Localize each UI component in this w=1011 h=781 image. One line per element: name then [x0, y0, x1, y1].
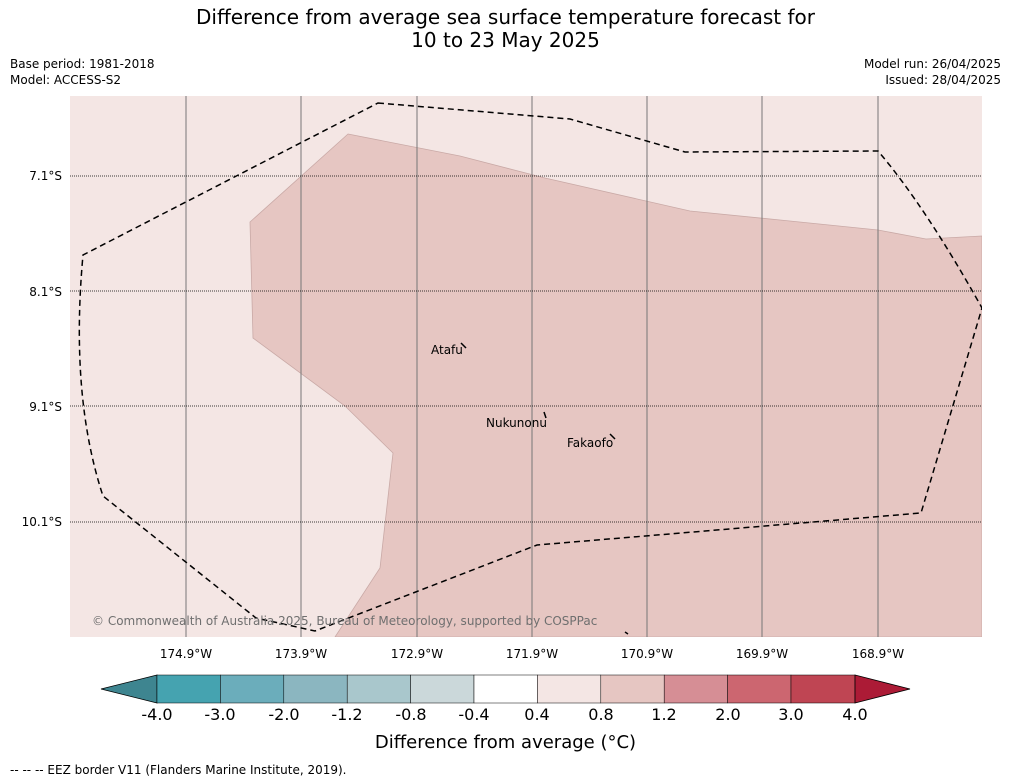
- lat-label-9-1: 9.1°S: [29, 400, 62, 414]
- colorbar-segment-8: [600, 674, 665, 704]
- place-nukunonu: Nukunonu: [486, 416, 547, 430]
- cb-tick-2: -2.0: [268, 705, 300, 724]
- colorbar-segment-6: [473, 674, 538, 704]
- eez-border: [78, 102, 982, 632]
- cb-tick-9: 2.0: [715, 705, 741, 724]
- cb-tick-3: -1.2: [331, 705, 363, 724]
- map-svg: [70, 96, 982, 637]
- nukunonu-atoll: [543, 411, 547, 419]
- map-area[interactable]: [70, 96, 982, 637]
- lon-label-169-9: 169.9°W: [735, 647, 789, 661]
- meta-left: Base period: 1981-2018 Model: ACCESS-S2: [10, 56, 155, 88]
- colorbar-segment-4: [346, 674, 411, 704]
- lon-label-171-9: 171.9°W: [505, 647, 559, 661]
- cb-tick-5: -0.4: [458, 705, 490, 724]
- colorbar-segment-1: [156, 674, 221, 704]
- fakaofo-atoll: [609, 433, 616, 440]
- colorbar: [100, 674, 911, 704]
- cb-tick-8: 1.2: [651, 705, 677, 724]
- lon-label-170-9: 170.9°W: [620, 647, 674, 661]
- cb-tick-6: 0.4: [524, 705, 550, 724]
- atafu-atoll: [460, 342, 467, 349]
- issued-date: Issued: 28/04/2025: [885, 73, 1001, 87]
- title-line-2: 10 to 23 May 2025: [411, 28, 600, 52]
- meridian-lines: [185, 96, 879, 637]
- lat-label-7-1: 7.1°S: [29, 169, 62, 183]
- colorbar-segment-2: [220, 674, 285, 704]
- colorbar-segment-7: [537, 674, 602, 704]
- small-mark: [624, 631, 629, 635]
- meta-right: Model run: 26/04/2025 Issued: 28/04/2025: [864, 56, 1001, 88]
- lon-label-168-9: 168.9°W: [851, 647, 905, 661]
- colorbar-high-extension: [854, 674, 911, 704]
- colorbar-segment-11: [790, 674, 856, 704]
- lon-label-172-9: 172.9°W: [390, 647, 444, 661]
- eez-footnote: -- -- -- EEZ border V11 (Flanders Marine…: [10, 763, 347, 777]
- place-atafu: Atafu: [431, 343, 463, 357]
- cb-tick-11: 4.0: [842, 705, 868, 724]
- cb-tick-4: -0.8: [395, 705, 427, 724]
- copyright-notice: © Commonwealth of Australia 2025, Bureau…: [92, 614, 598, 628]
- lon-label-174-9: 174.9°W: [159, 647, 213, 661]
- lat-label-8-1: 8.1°S: [29, 285, 62, 299]
- cb-tick-0: -4.0: [141, 705, 173, 724]
- model-run: Model run: 26/04/2025: [863, 57, 1001, 71]
- base-period: Base period: 1981-2018: [10, 57, 155, 71]
- map-title: Difference from average sea surface temp…: [0, 6, 1011, 52]
- colorbar-segment-5: [410, 674, 475, 704]
- place-fakaofo: Fakaofo: [567, 436, 614, 450]
- colorbar-segment-9: [663, 674, 728, 704]
- medium-anomaly-region: [249, 133, 982, 637]
- model-name: Model: ACCESS-S2: [10, 73, 122, 87]
- cb-tick-10: 3.0: [778, 705, 804, 724]
- colorbar-low-extension: [100, 674, 158, 704]
- colorbar-segment-10: [727, 674, 792, 704]
- colorbar-segment-3: [283, 674, 348, 704]
- title-line-1: Difference from average sea surface temp…: [195, 5, 815, 29]
- parallel-lines: [70, 175, 982, 523]
- cb-tick-1: -3.0: [204, 705, 236, 724]
- lon-label-173-9: 173.9°W: [274, 647, 328, 661]
- cb-tick-7: 0.8: [588, 705, 614, 724]
- lat-label-10-1: 10.1°S: [21, 515, 62, 529]
- colorbar-label: Difference from average (°C): [374, 732, 637, 753]
